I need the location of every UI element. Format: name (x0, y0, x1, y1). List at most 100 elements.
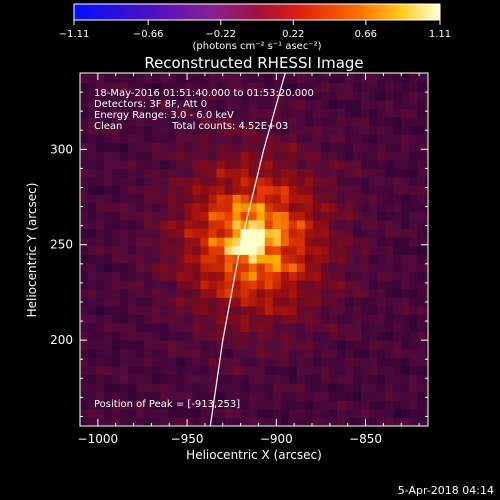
heatmap-cell (369, 91, 378, 101)
heatmap-cell (88, 142, 97, 152)
heatmap-cell (264, 245, 274, 255)
heatmap-cell (304, 176, 314, 187)
heatmap-cell (377, 305, 386, 315)
heatmap-cell (208, 176, 218, 187)
heatmap-cell (369, 254, 378, 264)
heatmap-cell (393, 228, 402, 238)
heatmap-cell (296, 271, 306, 281)
heatmap-cell (224, 297, 234, 307)
heatmap-cell (280, 262, 290, 273)
heatmap-cell (361, 357, 370, 367)
heatmap-cell (401, 219, 410, 230)
heatmap-cell (240, 297, 250, 307)
heatmap-cell (417, 262, 426, 273)
heatmap-cell (312, 168, 322, 178)
heatmap-cell (104, 340, 113, 350)
heatmap-cell (409, 194, 418, 204)
heatmap-cell (224, 228, 234, 238)
heatmap-cell (256, 82, 266, 92)
heatmap-cell (160, 159, 169, 170)
heatmap-cell (128, 340, 137, 350)
heatmap-cell (312, 348, 322, 358)
heatmap-cell (272, 357, 282, 367)
heatmap-cell (320, 288, 330, 298)
heatmap-cell (80, 400, 89, 410)
heatmap-cell (128, 297, 137, 307)
heatmap-cell (385, 185, 394, 195)
heatmap-cell (377, 185, 386, 195)
heatmap-cell (88, 211, 97, 221)
heatmap-cell (328, 365, 338, 376)
heatmap-cell (409, 305, 418, 315)
heatmap-cell (192, 262, 202, 273)
heatmap-cell (184, 159, 194, 170)
heatmap-cell (208, 228, 218, 238)
heatmap-cell (328, 219, 338, 230)
heatmap-cell (128, 194, 137, 204)
heatmap-cell (425, 383, 428, 393)
heatmap-cell (248, 357, 258, 367)
heatmap-cell (152, 73, 161, 75)
heatmap-cell (304, 185, 314, 195)
heatmap-cell (136, 357, 145, 367)
heatmap-cell (409, 383, 418, 393)
heatmap-cell (200, 288, 210, 298)
heatmap-cell (96, 374, 105, 384)
heatmap-cell (353, 314, 362, 324)
heatmap-cell (176, 108, 185, 118)
heatmap-cell (168, 211, 177, 221)
heatmap-cell (200, 374, 210, 384)
heatmap-cell (240, 91, 250, 101)
annotation-clean: Clean (94, 121, 122, 132)
heatmap-cell (401, 237, 410, 247)
heatmap-cell (184, 348, 194, 358)
heatmap-cell (120, 357, 129, 367)
heatmap-cell (385, 322, 394, 333)
heatmap-cell (320, 280, 330, 290)
heatmap-cell (128, 383, 137, 393)
heatmap-cell (192, 254, 202, 264)
heatmap-cell (320, 365, 330, 376)
heatmap-cell (385, 391, 394, 401)
heatmap-cell (425, 168, 428, 178)
heatmap-cell (104, 228, 113, 238)
heatmap-cell (304, 383, 314, 393)
heatmap-cell (264, 185, 274, 195)
heatmap-cell (304, 365, 314, 376)
heatmap-cell (369, 391, 378, 401)
heatmap-cell (88, 262, 97, 273)
heatmap-cell (417, 340, 426, 350)
heatmap-cell (361, 340, 370, 350)
heatmap-cell (361, 176, 370, 187)
heatmap-cell (96, 348, 105, 358)
heatmap-cell (152, 288, 161, 298)
heatmap-cell (248, 365, 258, 376)
heatmap-cell (401, 142, 410, 152)
heatmap-cell (152, 383, 161, 393)
heatmap-cell (248, 245, 258, 255)
heatmap-cell (184, 383, 194, 393)
heatmap-cell (224, 400, 234, 410)
heatmap-cell (96, 82, 105, 92)
heatmap-cell (200, 297, 210, 307)
heatmap-cell (377, 400, 386, 410)
heatmap-cell (168, 237, 177, 247)
heatmap-cell (136, 374, 145, 384)
heatmap-cell (136, 262, 145, 273)
heatmap-cell (240, 142, 250, 152)
heatmap-cell (336, 400, 346, 410)
heatmap-cell (272, 168, 282, 178)
heatmap-cell (144, 417, 153, 426)
heatmap-cell (353, 365, 362, 376)
heatmap-cell (96, 237, 105, 247)
heatmap-cell (88, 82, 97, 92)
heatmap-cell (144, 108, 153, 118)
heatmap-cell (336, 331, 346, 341)
heatmap-cell (200, 176, 210, 187)
heatmap-cell (361, 159, 370, 170)
heatmap-cell (192, 245, 202, 255)
heatmap-cell (216, 73, 226, 84)
heatmap-cell (409, 391, 418, 401)
heatmap-cell (96, 73, 105, 84)
heatmap-cell (280, 185, 290, 195)
